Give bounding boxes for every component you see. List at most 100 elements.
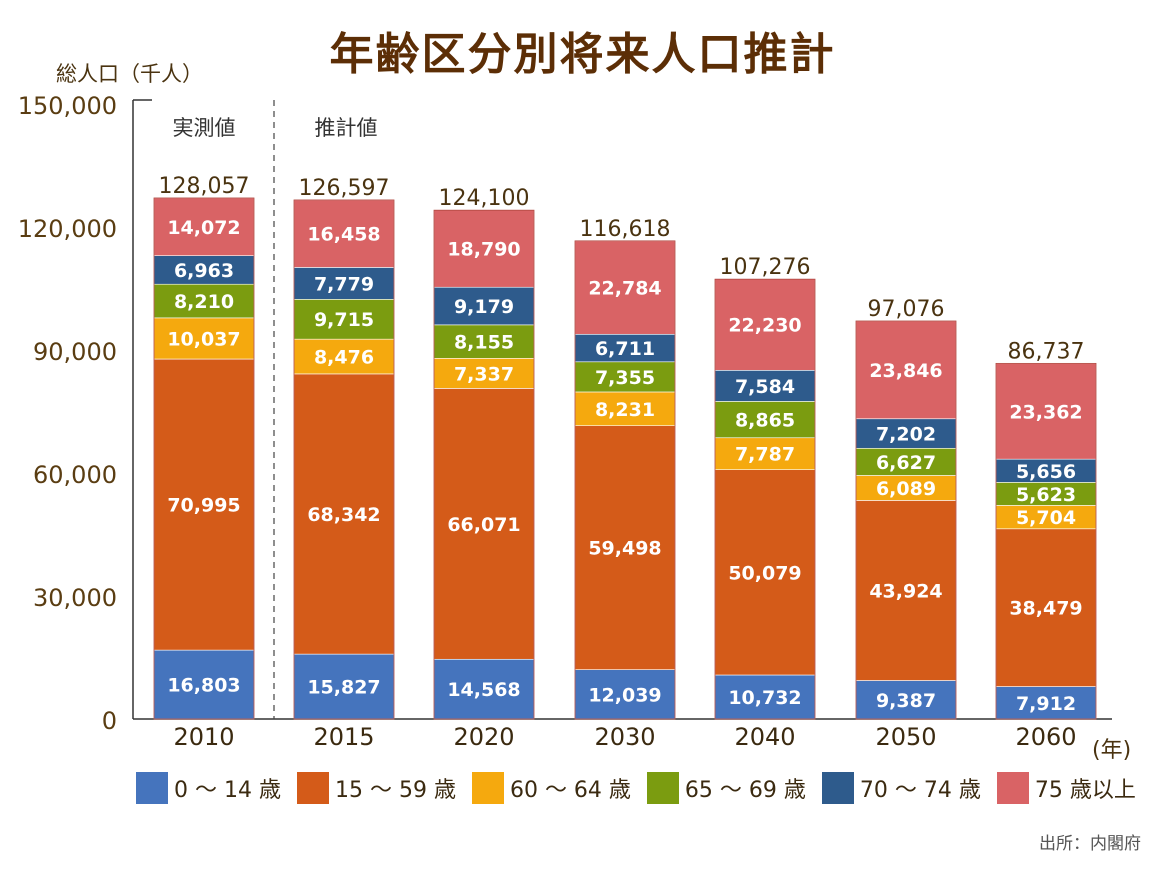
bar-segment [433, 286, 535, 326]
bar-segment-label: 16,458 [307, 224, 380, 246]
bar-segment-label: 9,179 [454, 296, 514, 318]
chart-title: 年齢区分別将来人口推計 [329, 29, 836, 80]
bar-segment-label: 66,071 [447, 514, 520, 536]
bar-total-label: 126,597 [299, 176, 390, 201]
bar-segment-label: 22,230 [728, 315, 801, 337]
bar-segment-label: 8,865 [735, 410, 795, 432]
legend-label: 75 歳以上 [1034, 778, 1136, 803]
bar-segment [574, 333, 676, 363]
bar-segment [574, 391, 676, 426]
bar-total-label: 107,276 [720, 255, 811, 280]
bar-segment-label: 22,784 [588, 278, 661, 300]
legend-swatch [996, 772, 1029, 804]
bar-segment-label: 8,155 [454, 332, 514, 354]
annotation-measured: 実測値 [173, 116, 236, 140]
bar-segment-label: 9,715 [314, 309, 374, 331]
bar-segment [153, 358, 255, 651]
bar-segment [293, 373, 395, 655]
bar-segment-label: 7,202 [876, 424, 936, 446]
bar-total-label: 86,737 [1008, 339, 1085, 364]
bar-segment [714, 278, 816, 371]
bar-segment-label: 7,584 [735, 376, 795, 398]
bar-segment [995, 528, 1097, 687]
bar-segment-label: 10,732 [728, 687, 801, 709]
bar-segment-label: 5,623 [1016, 484, 1076, 506]
bar-total-label: 97,076 [868, 297, 945, 322]
legend-item: 60 ～ 64 歳 [471, 772, 631, 804]
legend-item: 0 ～ 14 歳 [136, 772, 281, 804]
bar-segment-label: 70,995 [167, 495, 240, 517]
legend-swatch [136, 772, 168, 804]
bar-segment-label: 7,355 [595, 367, 655, 389]
bar-segment-label: 7,337 [454, 363, 514, 385]
bar-segment-label: 50,079 [728, 562, 801, 584]
bar-total-label: 124,100 [439, 186, 530, 211]
bar-segment [153, 649, 255, 720]
bar-total-label: 128,057 [159, 174, 250, 199]
bar-segment [714, 674, 816, 720]
bar-outline [153, 197, 255, 720]
bar-outline [995, 362, 1097, 720]
legend-label: 65 ～ 69 歳 [684, 778, 806, 803]
bar-segment-label: 6,711 [595, 338, 655, 360]
bar-segment-label: 38,479 [1009, 598, 1082, 620]
legend-item: 65 ～ 69 歳 [646, 772, 806, 804]
bar-segment-label: 12,039 [588, 684, 661, 706]
bar-segment-label: 6,963 [174, 260, 234, 282]
y-axis-label: 総人口（千人） [56, 62, 203, 86]
bar-segment-label: 8,476 [314, 347, 374, 369]
bar-segment [574, 669, 676, 720]
bar-segment [433, 357, 535, 389]
bar-segment-label: 6,089 [876, 478, 936, 500]
bar-segment [293, 338, 395, 375]
bar-segment [574, 361, 676, 393]
x-tick-label: 2020 [453, 723, 514, 751]
legend-swatch [471, 772, 504, 804]
bar-segment-label: 16,803 [167, 675, 240, 697]
bar-segment-label: 5,704 [1016, 507, 1076, 529]
bar-segment-label: 10,037 [167, 328, 240, 350]
legend: 0 ～ 14 歳 15 ～ 59 歳 60 ～ 64 歳 65 ～ 69 歳 70 ～ … [136, 772, 1146, 804]
bar-segment [714, 370, 816, 402]
legend-label: 0 ～ 14 歳 [174, 778, 281, 803]
source-note: 出所：内閣府 [1039, 834, 1141, 854]
x-tick-label: 2015 [313, 723, 374, 751]
bar-segment [855, 680, 957, 720]
x-tick-label: 2050 [875, 723, 936, 751]
bar-outline [433, 209, 535, 720]
legend-swatch [296, 772, 329, 804]
legend-label: 60 ～ 64 歳 [509, 778, 631, 803]
bar-segment-label: 8,210 [174, 291, 234, 313]
bar-outline [574, 240, 676, 720]
bar-segment-label: 68,342 [307, 504, 380, 526]
bar-outline [293, 199, 395, 720]
bar-segment-label: 23,362 [1009, 401, 1082, 423]
bar-outline [855, 320, 957, 720]
bar-segment-label: 14,568 [447, 679, 520, 701]
y-tick-label: 0 [102, 707, 117, 735]
legend-swatch [646, 772, 679, 804]
bar-segment-label: 5,656 [1016, 461, 1076, 483]
x-tick-label: 2040 [734, 723, 795, 751]
bar-segment-label: 8,231 [595, 399, 655, 421]
bar-segment-label: 18,790 [447, 239, 520, 261]
y-tick-label: 120,000 [18, 215, 117, 243]
bar-segment-label: 6,627 [876, 452, 936, 474]
bar-outline [714, 278, 816, 720]
bar-segment [855, 500, 957, 681]
bar-segment [293, 199, 395, 268]
bar-segment-label: 7,787 [735, 444, 795, 466]
bar-segment-label: 59,498 [588, 538, 661, 560]
bar-segment-label: 14,072 [167, 217, 240, 239]
legend-label: 70 ～ 74 歳 [859, 778, 981, 803]
bar-segment [574, 425, 676, 670]
legend-item: 15 ～ 59 歳 [296, 772, 456, 804]
annotation-projected: 推計値 [315, 116, 378, 140]
bar-segment [293, 653, 395, 720]
bar-segment [714, 469, 816, 676]
x-tick-label: 2030 [594, 723, 655, 751]
bar-segment [855, 320, 957, 420]
legend-label: 15 ～ 59 歳 [334, 778, 456, 803]
bar-segment-label: 7,779 [314, 273, 374, 295]
